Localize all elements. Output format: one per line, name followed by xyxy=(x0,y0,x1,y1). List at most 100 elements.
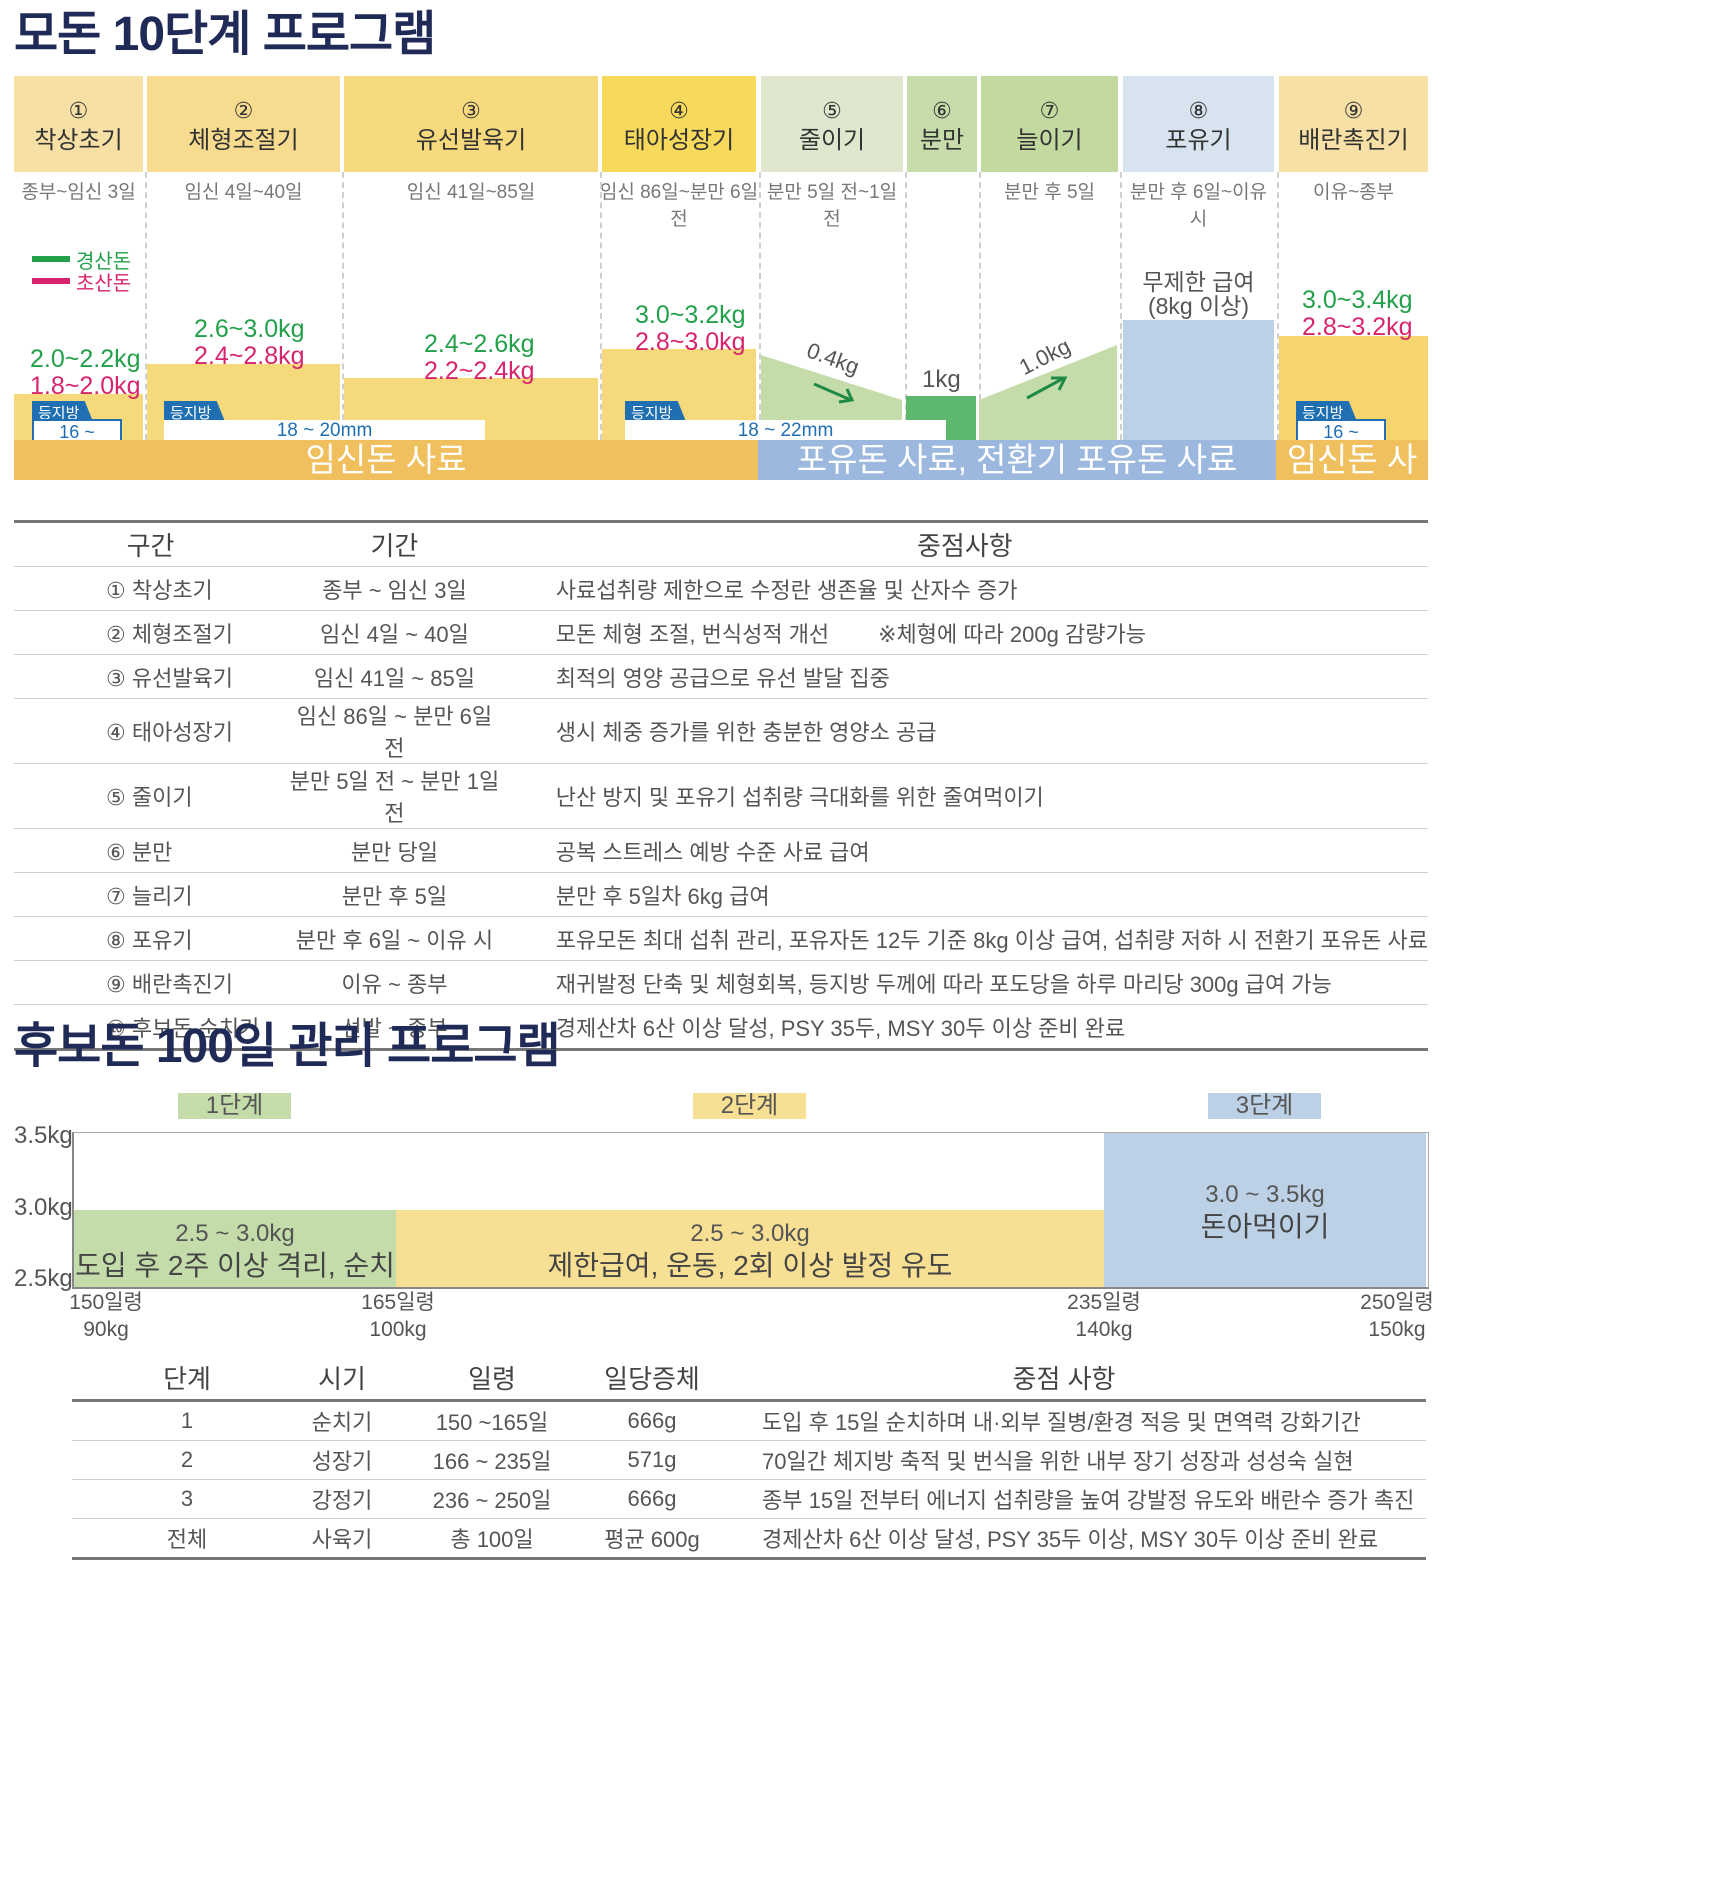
y-axis-label-30: 3.0kg xyxy=(14,1194,73,1221)
feed-value-stage2: 2.6~3.0kg 2.4~2.8kg xyxy=(194,316,305,370)
feed-value-multiparous: 2.4~2.6kg xyxy=(424,330,535,358)
stage-number: ⑤ xyxy=(822,98,842,123)
legend-multiparous-swatch xyxy=(32,256,70,262)
feed-value-stage8-line2: (8kg 이상) xyxy=(1147,293,1250,319)
stage-period-2: 임신 4일~40일 xyxy=(184,182,303,203)
table-row: 전체 사육기 총 100일 평균 600g 경제산차 6산 이상 달성, PSY 35두… xyxy=(72,1518,1426,1560)
cell-period: 이유 ~ 종부 xyxy=(287,960,502,1005)
stage-number: ⑦ xyxy=(1039,98,1060,123)
stage-separator-line xyxy=(1277,172,1279,440)
stage-name: 포유기 xyxy=(1165,127,1232,154)
feed-value-primiparous: 2.2~2.4kg xyxy=(424,357,535,385)
backfat-range-3: 18 ~ 22mm xyxy=(625,420,946,441)
cell-period: 선발 ~ 종부 xyxy=(287,1004,502,1051)
cell-period: 임신 41일 ~ 85일 xyxy=(287,654,502,699)
stage-period-4: 임신 86일~분만 6일 전 xyxy=(599,182,759,230)
table-row: ③ 유선발육기 임신 41일 ~ 85일 최적의 영양 공급으로 유선 발달 집중 xyxy=(14,654,1428,699)
cell-stage: 3 xyxy=(72,1479,302,1519)
stage-number: ③ xyxy=(461,98,481,123)
stage-header-7: ⑦ 늘이기 xyxy=(981,76,1118,172)
feed-value-stage1: 2.0~2.2kg 1.8~2.0kg xyxy=(30,346,141,400)
cell-focus: 생시 체중 증가를 위한 충분한 영양소 공급 xyxy=(501,698,1428,764)
stage-period-9: 이유~종부 xyxy=(1312,182,1395,203)
cell-stage: 전체 xyxy=(72,1518,302,1560)
table-header-row: 단계 시기 일령 일당증체 중점 사항 xyxy=(72,1356,1426,1402)
stage-name: 착상초기 xyxy=(34,127,123,154)
feed-shape-stage5-7 xyxy=(761,345,1117,440)
feed-value-multiparous: 3.0~3.2kg xyxy=(635,301,746,329)
cell-focus: 70일간 체지방 축적 및 번식을 위한 내부 장기 성장과 성성숙 실현 xyxy=(702,1440,1426,1480)
cell-section: ⑥ 분만 xyxy=(14,828,288,873)
table-row: ⑦ 늘리기 분만 후 5일 분만 후 5일차 6kg 급여 xyxy=(14,872,1428,917)
stage-header-1: ① 착상초기 xyxy=(14,76,143,172)
cell-period: 분만 5일 전 ~ 분만 1일 전 xyxy=(287,763,502,829)
cell-focus: 도입 후 15일 순치하며 내·외부 질병/환경 적응 및 면역력 강화기간 xyxy=(702,1400,1426,1441)
x-label-weight: 90kg xyxy=(83,1318,129,1341)
backfat-range-2: 18 ~ 20mm xyxy=(164,420,485,441)
x-label-250: 250일령 150kg xyxy=(1355,1289,1439,1343)
phase-box-1-desc: 도입 후 2주 이상 격리, 순치 xyxy=(75,1250,395,1281)
stage-header-9: ⑨ 배란촉진기 xyxy=(1279,76,1428,172)
stage-header-2: ② 체형조절기 xyxy=(147,76,340,172)
phase-label-3: 3단계 xyxy=(1208,1093,1321,1119)
cell-focus: 최적의 영양 공급으로 유선 발달 집중 xyxy=(501,654,1428,699)
table-row: ⑩ 후보돈 순치기 선발 ~ 종부 경제산차 6산 이상 달성, PSY 35두, … xyxy=(14,1004,1428,1051)
stage-separator-line xyxy=(1120,172,1122,440)
legend-primiparous-label: 초산돈 xyxy=(76,272,132,295)
stage-header-4: ④ 태아성장기 xyxy=(602,76,756,172)
stage-number: ⑨ xyxy=(1343,98,1364,123)
cell-focus: 난산 방지 및 포유기 섭취량 극대화를 위한 줄여먹이기 xyxy=(501,763,1428,829)
feed-value-stage3: 2.4~2.6kg 2.2~2.4kg xyxy=(424,331,535,385)
feed-value-multiparous: 2.0~2.2kg xyxy=(30,345,141,373)
col-header-gain: 일당증체 xyxy=(602,1356,702,1402)
cell-age: 236 ~ 250일 xyxy=(382,1479,602,1519)
cell-section: ② 체형조절기 xyxy=(14,610,288,655)
cell-section: ⑤ 줄이기 xyxy=(14,763,288,829)
stage-name: 태아성장기 xyxy=(623,127,735,154)
legend: 경산돈 초산돈 xyxy=(32,248,131,295)
phase-box-2-desc: 제한급여, 운동, 2회 이상 발정 유도 xyxy=(547,1250,953,1281)
stage-header-5: ⑤ 줄이기 xyxy=(761,76,903,172)
col-header-time: 시기 xyxy=(302,1356,382,1402)
cell-stage: 1 xyxy=(72,1400,302,1441)
cell-time: 성장기 xyxy=(302,1440,382,1480)
phase-label-1: 1단계 xyxy=(178,1093,291,1119)
increase-arrow-icon xyxy=(1026,376,1068,400)
cell-focus: 분만 후 5일차 6kg 급여 xyxy=(501,872,1428,917)
cell-age: 총 100일 xyxy=(382,1518,602,1560)
cell-age: 150 ~165일 xyxy=(382,1400,602,1441)
x-label-age: 250일령 xyxy=(1360,1291,1434,1314)
stage-separator-line xyxy=(759,172,761,440)
feed-value-primiparous: 2.8~3.2kg xyxy=(1302,313,1413,341)
feed-value-stage9: 3.0~3.4kg 2.8~3.2kg xyxy=(1302,287,1413,341)
y-axis-label-25: 2.5kg xyxy=(14,1265,73,1292)
stage-period-1: 종부~임신 3일 xyxy=(21,182,136,203)
table-row: ④ 태아성장기 임신 86일 ~ 분만 6일 전 생시 체중 증가를 위한 충분한 … xyxy=(14,698,1428,764)
stage-period-3: 임신 41일~85일 xyxy=(406,182,536,203)
feed-type-lactation: 포유돈 사료, 전환기 포유돈 사료 xyxy=(758,440,1276,480)
stage-name: 늘이기 xyxy=(1016,127,1083,154)
feed-value-primiparous: 1.8~2.0kg xyxy=(30,372,141,400)
stage-number: ⑥ xyxy=(932,98,952,123)
stage-header-8: ⑧ 포유기 xyxy=(1123,76,1274,172)
x-label-age: 150일령 xyxy=(69,1291,143,1314)
feed-value-stage4: 3.0~3.2kg 2.8~3.0kg xyxy=(635,302,746,356)
section2-title: 후보돈 100일 관리 프로그램 xyxy=(14,1020,561,1073)
table-row: ① 착상초기 종부 ~ 임신 3일 사료섭취량 제한으로 수정란 생존율 및 산자수… xyxy=(14,566,1428,611)
cell-gain: 666g xyxy=(602,1400,702,1441)
cell-stage: 2 xyxy=(72,1440,302,1480)
cell-period: 분만 당일 xyxy=(287,828,502,873)
y-axis-label-35: 3.5kg xyxy=(14,1122,73,1149)
table-row: 1 순치기 150 ~165일 666g 도입 후 15일 순치하며 내·외부 질병/환… xyxy=(72,1400,1426,1441)
stage-header-6: ⑥ 분만 xyxy=(907,76,977,172)
stage-name: 유선발육기 xyxy=(415,127,527,154)
cell-section: ⑧ 포유기 xyxy=(14,916,288,961)
cell-period: 종부 ~ 임신 3일 xyxy=(287,566,502,611)
stage-number: ① xyxy=(68,98,89,123)
cell-focus: 경제산차 6산 이상 달성, PSY 35두, MSY 30두 이상 준비 완료 xyxy=(501,1004,1428,1051)
stage-name: 배란촉진기 xyxy=(1298,127,1409,154)
col-header-section: 구간 xyxy=(14,521,288,567)
stage-period-7: 분만 후 5일 xyxy=(1003,182,1096,203)
stage-separator-line xyxy=(342,172,344,440)
feed-bar-stage8 xyxy=(1123,320,1274,440)
